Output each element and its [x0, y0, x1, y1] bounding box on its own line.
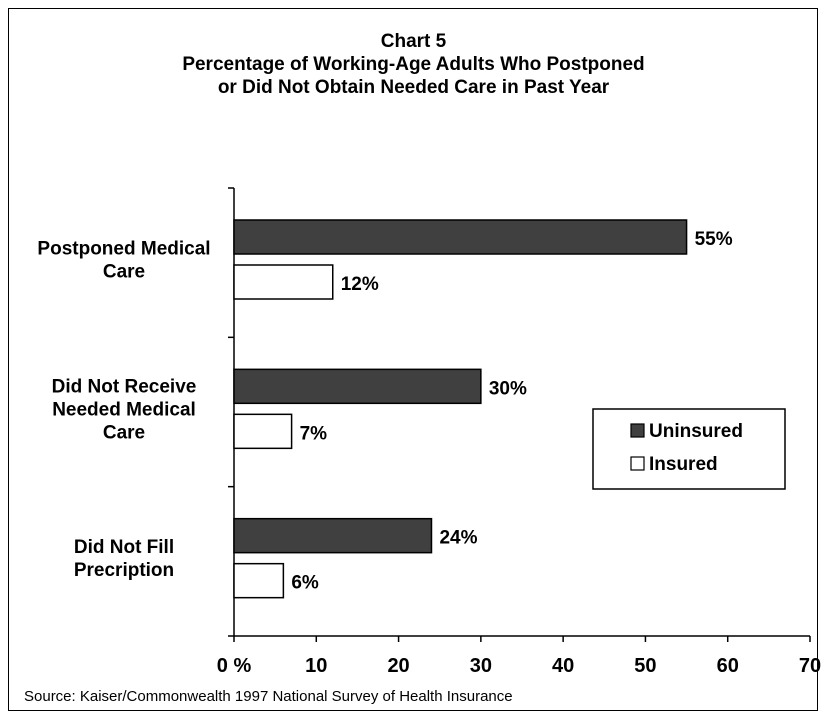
source-note: Source: Kaiser/Commonwealth 1997 Nationa… — [24, 688, 513, 705]
legend-swatch-insured — [630, 456, 645, 471]
category-label: Care — [103, 262, 145, 283]
x-tick-label: 0 % — [217, 655, 252, 677]
bar-uninsured — [233, 368, 482, 405]
category-label: Precription — [74, 560, 174, 581]
bar-insured — [233, 562, 285, 599]
x-tick-label: 50 — [634, 655, 656, 677]
data-label: 55% — [695, 229, 733, 250]
x-tick-label: 60 — [717, 655, 739, 677]
chart-subtitle-line-2: or Did Not Obtain Needed Care in Past Ye… — [217, 77, 610, 98]
bar-uninsured — [233, 219, 688, 255]
data-label: 7% — [300, 423, 328, 444]
category-label: Did Not Receive — [52, 376, 197, 397]
chart-subtitle-line-1: Percentage of Working-Age Adults Who Pos… — [182, 54, 645, 75]
chart-title: Chart 5 — [380, 31, 447, 52]
category-label: Care — [103, 422, 145, 443]
x-tick-label: 10 — [305, 655, 327, 677]
x-tick-label: 40 — [552, 655, 574, 677]
chart-frame — [8, 8, 818, 711]
x-tick-label: 20 — [387, 655, 409, 677]
x-tick-label: 70 — [799, 655, 821, 677]
data-label: 30% — [489, 378, 527, 399]
legend-label-insured: Insured — [649, 454, 718, 475]
data-label: 6% — [291, 573, 319, 594]
data-label: 12% — [341, 274, 379, 295]
category-label: Did Not Fill — [74, 537, 174, 558]
legend-label-uninsured: Uninsured — [649, 421, 743, 442]
category-label: Postponed Medical — [37, 239, 210, 260]
category-label: Needed Medical — [52, 399, 196, 420]
bar-insured — [233, 413, 293, 450]
bar-insured — [233, 264, 334, 300]
legend-swatch-uninsured — [630, 423, 645, 438]
data-label: 24% — [439, 528, 477, 549]
legend-box — [592, 408, 786, 490]
x-tick-label: 30 — [470, 655, 492, 677]
bar-uninsured — [233, 517, 433, 554]
